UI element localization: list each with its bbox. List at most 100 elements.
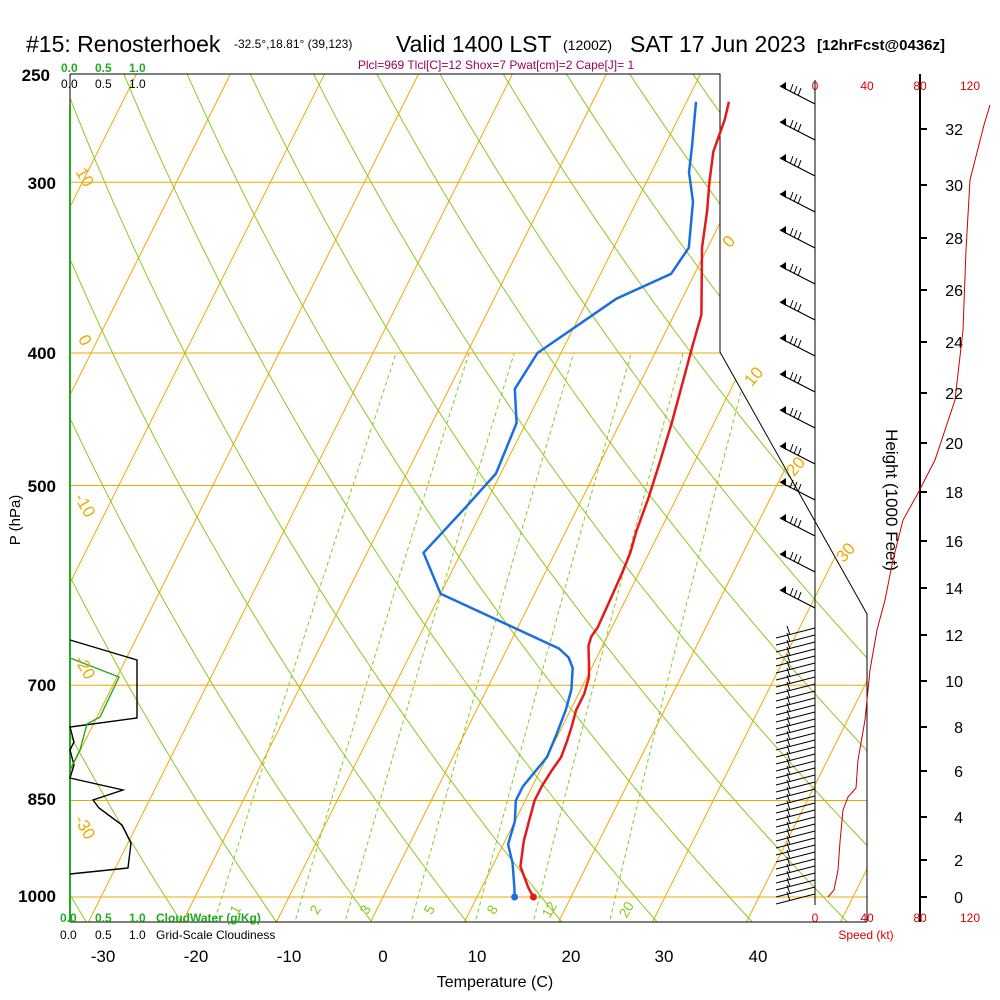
height-tick-label: 14 — [945, 581, 963, 598]
x-axis-title: Temperature (C) — [437, 974, 553, 991]
mixing-ratio-label: 20 — [615, 899, 637, 921]
wind-barb-feather — [786, 765, 791, 776]
wind-barb-feather — [793, 373, 798, 383]
wind-barb-feather — [789, 335, 794, 345]
dry-adiabat-line — [70, 74, 471, 922]
speed-bot-80: 80 — [913, 911, 927, 925]
wind-barb — [775, 788, 816, 800]
valid-date: SAT 17 Jun 2023 — [630, 31, 806, 57]
dry-adiabat-line — [176, 74, 757, 922]
wind-barb-flag — [780, 82, 786, 90]
mixing-ratio-line — [531, 352, 684, 922]
dry-adiabat-line — [301, 74, 867, 922]
wind-barb-feather — [786, 653, 791, 664]
wind-barb-feather — [786, 639, 791, 650]
height-tick-label: 2 — [954, 853, 963, 870]
mixing-ratio-line — [343, 352, 515, 922]
wind-barb-feather — [786, 723, 791, 734]
speed-bot-40: 40 — [860, 911, 874, 925]
wind-barb-feather — [793, 589, 798, 599]
wind-barb-feather — [786, 716, 791, 727]
isotherm-line — [650, 74, 867, 922]
speed-top-40: 40 — [860, 79, 874, 93]
height-tick-label: 8 — [954, 720, 963, 737]
isotherm-line — [86, 74, 526, 922]
wind-barb-feather — [789, 407, 794, 417]
isotherm-line — [556, 74, 867, 922]
height-tick-label: 16 — [945, 534, 963, 551]
background-lines — [70, 74, 867, 922]
x-tick-20: 20 — [562, 947, 581, 966]
wind-barb — [775, 795, 816, 807]
dry-adiabat-line — [238, 74, 852, 922]
wind-barb-feather — [786, 667, 791, 678]
height-tick-label: 6 — [954, 764, 963, 781]
wind-barb-feather — [797, 555, 802, 565]
wind-barb-feather — [786, 660, 791, 671]
cloudwater-label: CloudWater (g/Kg) — [156, 911, 261, 925]
wind-barb-feather — [786, 884, 791, 895]
height-tick-label: 32 — [945, 122, 963, 139]
wind-barb — [775, 823, 816, 835]
cloud-green-bot-2: 1.0 — [129, 911, 146, 925]
wind-barb-flag — [780, 370, 786, 378]
wind-barb-feather — [786, 849, 791, 860]
wind-barb-feather — [786, 688, 791, 699]
height-tick-label: 22 — [945, 386, 963, 403]
parcel-indices: Plcl=969 Tlcl[C]=12 Shox=7 Pwat[cm]=2 Ca… — [358, 58, 635, 72]
wind-barb-feather — [793, 265, 798, 275]
height-tick-label: 28 — [945, 231, 963, 248]
wind-barb-feather — [793, 445, 798, 455]
height-tick-label: 4 — [954, 810, 963, 827]
height-tick-label: 12 — [945, 628, 963, 645]
wind-barb — [775, 774, 816, 786]
station-location: -32.5°,18.81° (39,123) — [234, 37, 352, 51]
wind-barb-feather — [786, 786, 791, 797]
wind-barb-feather — [793, 553, 798, 563]
wind-barb-feather — [786, 625, 791, 636]
dry-adiabat-line — [70, 74, 280, 922]
dry-adiabat-line — [488, 74, 867, 922]
wind-barb — [775, 893, 816, 905]
wind-barb-flag — [780, 478, 786, 486]
utc-time: (1200Z) — [563, 37, 612, 53]
mixing-ratio-label: 12 — [538, 899, 560, 921]
wind-barb-feather — [793, 301, 798, 311]
wind-barb-feather — [789, 263, 794, 273]
wind-barb-feather — [797, 519, 802, 529]
wind-barb-feather — [789, 551, 794, 561]
wind-barb-feather — [786, 779, 791, 790]
wind-barb-feather — [786, 835, 791, 846]
wind-barb-feather — [786, 744, 791, 755]
p-tick-400: 400 — [28, 344, 56, 363]
cloud-green-top-1: 0.5 — [95, 61, 112, 75]
wind-barb-feather — [786, 877, 791, 888]
isotherm-line — [70, 74, 244, 922]
sounding-curves — [422, 101, 731, 901]
wind-barb-feather — [789, 587, 794, 597]
cloud-green-top-2: 1.0 — [129, 61, 146, 75]
wind-barb — [775, 872, 816, 884]
wind-barb-feather — [797, 195, 802, 205]
wind-barb-feather — [797, 231, 802, 241]
wind-barb — [775, 725, 816, 737]
height-tick-label: 20 — [945, 436, 963, 453]
height-tick-label: 30 — [945, 178, 963, 195]
wind-barb — [775, 662, 816, 674]
height-tick-label: 18 — [945, 485, 963, 502]
wind-barb-feather — [797, 447, 802, 457]
wind-barb-feather — [786, 751, 791, 762]
wind-barb-feather — [797, 411, 802, 421]
isotherm-line — [180, 74, 620, 922]
wind-barb — [775, 886, 816, 898]
wind-barb-feather — [786, 730, 791, 741]
wind-barb-feather — [786, 702, 791, 713]
wind-barb-feather — [793, 517, 798, 527]
wind-barb — [775, 648, 816, 660]
wind-barb-flag — [780, 406, 786, 414]
dewpoint-surface-point — [511, 893, 519, 901]
forecast-info: [12hrFcst@0436z] — [817, 37, 945, 54]
mixing-ratio-line — [293, 352, 470, 922]
wind-barb — [775, 641, 816, 653]
